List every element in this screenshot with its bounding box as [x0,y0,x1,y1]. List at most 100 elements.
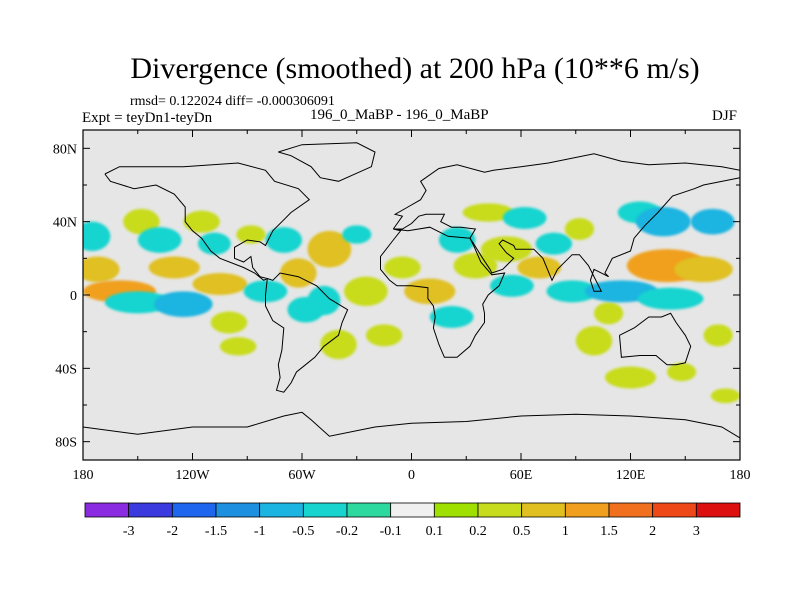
colorbar: -3 -2 -1.5 -1 -0.5 -0.2 -0.1 0.1 0.2 0.5 1 1.5 2 3 [84,502,741,539]
divergence-blob-47 [690,208,735,235]
colorbar-label: -0.5 [292,524,314,539]
divergence-blob-32 [502,207,547,229]
divergence-blob-49 [710,388,740,404]
divergence-blob-40 [604,366,657,389]
divergence-blob-26 [429,306,474,328]
divergence-blob-48 [703,324,733,347]
x-tick-label: 120W [175,468,210,483]
divergence-blob-30 [480,236,532,262]
divergence-blob-18 [307,230,352,268]
x-tick-label: 0 [408,468,415,483]
divergence-blob-3 [104,291,171,314]
divergence-blob-22 [343,276,388,307]
colorbar-swatch-5 [302,502,348,518]
experiment-label: Expt = teyDn1-teyDn [82,110,213,126]
colorbar-swatch-10 [521,502,566,518]
coastline-1 [265,272,349,393]
colorbar-swatch-2 [171,502,217,518]
colorbar-swatch-6 [346,502,392,518]
coastlines [83,142,740,439]
colorbar-label: -0.1 [380,524,402,539]
coastline-5 [619,312,692,366]
colorbar-swatch-9 [477,502,523,518]
colorbar-label: -2 [166,524,178,539]
divergence-blob-38 [594,302,624,325]
colorbar-label: 3 [693,524,700,539]
divergence-blob-4 [123,208,160,235]
axis-ticks: 180 120W 60W 0 60E 120E 180 80N 40N 0 40S 80S [53,130,751,483]
divergence-blob-13 [236,225,266,244]
divergence-blob-35 [546,280,598,303]
divergence-blob-21 [342,225,372,244]
colorbar-swatch-11 [564,502,610,518]
divergence-blob-46 [674,256,733,283]
divergence-blob-8 [183,210,220,233]
divergence-blob-45 [667,362,697,382]
colorbar-swatch-7 [390,502,435,518]
divergence-blob-15 [265,227,302,253]
divergence-blob-44 [637,287,704,310]
divergence-blob-25 [404,278,456,305]
colorbar-label: -3 [123,524,135,539]
coastline-3 [392,153,740,292]
colorbar-label: -1.5 [205,524,227,539]
divergence-blob-36 [564,218,595,240]
colorbar-label: -0.2 [336,524,358,539]
divergence-blob-20 [320,329,357,360]
divergence-blob-42 [635,207,691,237]
divergence-blob-1 [83,256,120,283]
colorbar-label: 1.5 [600,524,618,539]
colorbar-label: 0.5 [513,524,531,539]
divergence-blob-24 [384,256,421,279]
divergence-field [83,201,740,404]
colorbar-swatch-1 [128,502,173,518]
y-tick-label: 80N [53,142,77,157]
divergence-blob-34 [535,232,573,255]
colorbar-swatch-4 [259,502,304,518]
colorbar-swatch-14 [695,502,741,518]
coastline-6 [83,411,740,439]
colorbar-swatch-13 [652,502,697,518]
x-tick-label: 120E [616,468,646,483]
x-tick-label: 180 [73,468,94,483]
chart-title: Divergence (smoothed) at 200 hPa (10**6 … [130,52,700,85]
divergence-blob-6 [148,256,200,279]
divergence-blob-11 [210,311,248,334]
x-tick-label: 180 [730,468,751,483]
coastline-4 [380,226,506,358]
divergence-blob-16 [280,258,317,288]
colorbar-swatch-3 [215,502,261,518]
divergence-blob-12 [219,337,257,356]
divergence-blob-29 [462,203,514,222]
divergence-blob-0 [83,221,111,251]
colorbar-label: -1 [254,524,266,539]
y-tick-label: 40S [55,362,77,377]
colorbar-label: 2 [649,524,656,539]
y-tick-label: 0 [70,289,77,304]
stats-line: rmsd= 0.122024 diff= -0.000306091 [130,94,335,109]
colorbar-swatch-12 [608,502,654,518]
runs-label: 196_0_MaBP - 196_0_MaBP [310,107,489,123]
divergence-blob-10 [192,273,248,295]
divergence-blob-19 [307,285,341,316]
divergence-blob-9 [197,232,231,255]
x-tick-label: 60E [510,468,533,483]
colorbar-label: 1 [562,524,569,539]
x-tick-label: 60W [288,468,316,483]
divergence-blob-33 [517,256,562,279]
divergence-blob-7 [154,291,213,317]
colorbar-label: 0.2 [469,524,487,539]
divergence-blob-5 [137,227,182,253]
divergence-blob-27 [438,227,476,253]
divergence-blob-37 [575,326,613,356]
colorbar-swatch-0 [84,502,130,518]
coastline-0 [104,162,311,281]
y-tick-label: 80S [55,436,77,451]
y-tick-label: 40N [53,216,77,231]
colorbar-label: 0.1 [426,524,444,539]
divergence-blob-28 [453,252,498,279]
colorbar-swatch-8 [433,502,479,518]
coastline-2 [278,142,376,182]
season-label: DJF [712,108,738,124]
